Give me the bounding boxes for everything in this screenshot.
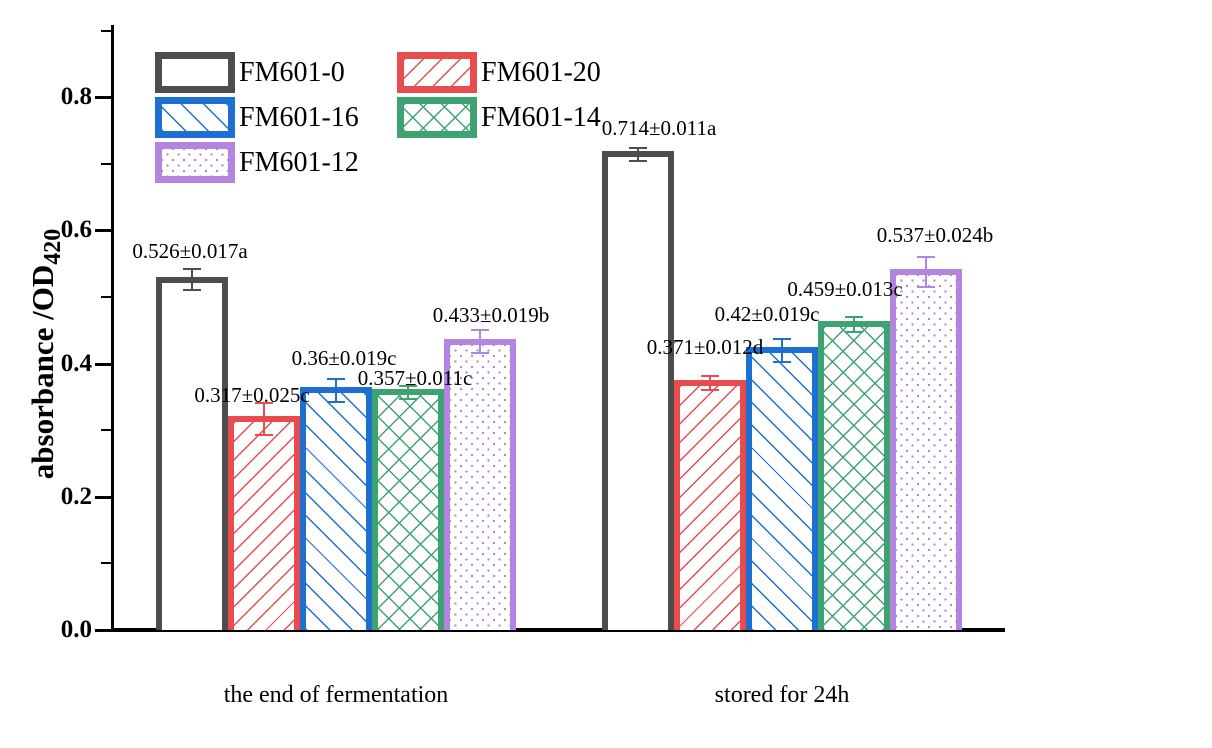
error-bar-cap-top	[399, 384, 417, 387]
bar-FM601-14-group2	[818, 321, 890, 630]
bar-FM601-12-group1	[444, 338, 516, 630]
error-bar-cap-bottom	[629, 159, 647, 162]
bar-value-label-FM601-12-group2: 0.537±0.024b	[876, 223, 994, 248]
error-bar-FM601-0-group2	[629, 147, 647, 162]
error-bar-FM601-20-group1	[255, 402, 273, 436]
error-bar-FM601-0-group1	[183, 268, 201, 291]
y-tick-label: 0.8	[60, 83, 92, 111]
error-bar-cap-top	[917, 256, 935, 259]
error-bar-stem	[925, 256, 927, 289]
error-bar-cap-bottom	[701, 388, 719, 391]
error-bar-stem	[709, 374, 711, 391]
error-bar-stem	[637, 147, 639, 162]
error-bar-cap-top	[471, 328, 489, 331]
error-bar-stem	[407, 384, 409, 400]
error-bar-FM601-20-group2	[701, 374, 719, 391]
bar-value-label-FM601-12-group1: 0.433±0.019b	[432, 302, 550, 327]
legend-label-FM601-14: FM601-14	[481, 102, 601, 133]
error-bar-cap-bottom	[399, 397, 417, 400]
bar-FM601-16-group1	[300, 387, 372, 630]
y-axis-line	[111, 25, 114, 632]
error-bar-cap-bottom	[917, 286, 935, 289]
bar-value-label-FM601-14-group1: 0.357±0.011c	[357, 365, 473, 390]
y-tick-label: 0.2	[60, 482, 92, 510]
legend-swatch-FM601-20	[397, 52, 477, 93]
bar-value-label-FM601-20-group1: 0.317±0.025c	[194, 383, 310, 408]
error-bar-cap-bottom	[327, 400, 345, 403]
x-axis-line	[111, 628, 1005, 632]
error-bar-cap-bottom	[255, 433, 273, 436]
bar-FM601-20-group1	[228, 415, 300, 630]
y-tick-label: 0.0	[60, 616, 92, 643]
x-category-label-2: stored for 24h	[714, 682, 850, 708]
y-minor-tick	[101, 429, 111, 432]
y-major-tick	[95, 495, 111, 499]
x-category-label-1: the end of fermentation	[223, 682, 449, 708]
error-bar-cap-top	[701, 374, 719, 377]
error-bar-cap-top	[327, 377, 345, 380]
error-bar-FM601-14-group2	[845, 315, 863, 333]
bar-FM601-12-group2	[890, 269, 962, 630]
legend-swatch-FM601-14	[397, 97, 477, 138]
error-bar-FM601-14-group1	[399, 384, 417, 400]
error-bar-cap-top	[773, 337, 791, 340]
error-bar-stem	[853, 315, 855, 333]
error-bar-cap-bottom	[183, 289, 201, 291]
error-bar-cap-top	[183, 268, 201, 271]
bar-FM601-0-group2	[602, 151, 674, 630]
bar-value-label-FM601-16-group2: 0.42±0.019c	[714, 301, 820, 326]
bar-value-label-FM601-20-group2: 0.371±0.012d	[646, 334, 764, 359]
bar-FM601-0-group1	[156, 276, 228, 630]
y-major-tick	[95, 362, 111, 366]
error-bar-FM601-16-group1	[327, 377, 345, 403]
error-bar-cap-top	[629, 147, 647, 150]
error-bar-stem	[479, 328, 481, 355]
legend-label-FM601-20: FM601-20	[481, 57, 601, 88]
legend-label-FM601-0: FM601-0	[239, 57, 345, 88]
y-minor-tick	[101, 562, 111, 565]
error-bar-cap-bottom	[471, 352, 489, 355]
error-bar-cap-top	[845, 315, 863, 318]
y-minor-tick	[101, 29, 111, 32]
error-bar-cap-bottom	[773, 360, 791, 363]
bar-FM601-16-group2	[746, 347, 818, 630]
bar-FM601-20-group2	[674, 379, 746, 630]
legend-label-FM601-12: FM601-12	[239, 147, 359, 178]
legend-label-FM601-16: FM601-16	[239, 102, 359, 133]
y-major-tick	[95, 629, 111, 632]
error-bar-stem	[335, 377, 337, 403]
bar-value-label-FM601-0-group1: 0.526±0.017a	[132, 239, 248, 264]
y-minor-tick	[101, 296, 111, 298]
bar-value-label-FM601-16-group1: 0.36±0.019c	[291, 345, 397, 370]
legend-swatch-FM601-0	[155, 52, 235, 93]
error-bar-cap-top	[255, 402, 273, 405]
legend-swatch-FM601-16	[155, 97, 235, 138]
error-bar-FM601-12-group2	[917, 256, 935, 289]
bar-value-label-FM601-0-group2: 0.714±0.011a	[601, 116, 717, 141]
error-bar-stem	[263, 402, 265, 436]
y-major-tick	[95, 229, 111, 233]
y-major-tick	[95, 96, 111, 100]
error-bar-stem	[781, 337, 783, 363]
bar-value-label-FM601-14-group2: 0.459±0.013c	[787, 276, 903, 301]
y-tick-label: 0.4	[60, 349, 92, 377]
legend-swatch-FM601-12	[155, 142, 235, 183]
error-bar-FM601-16-group2	[773, 337, 791, 363]
error-bar-stem	[191, 268, 193, 291]
y-minor-tick	[101, 162, 111, 165]
y-tick-label: 0.6	[60, 216, 92, 244]
error-bar-cap-bottom	[845, 330, 863, 333]
bar-FM601-14-group1	[372, 389, 444, 630]
error-bar-FM601-12-group1	[471, 328, 489, 355]
